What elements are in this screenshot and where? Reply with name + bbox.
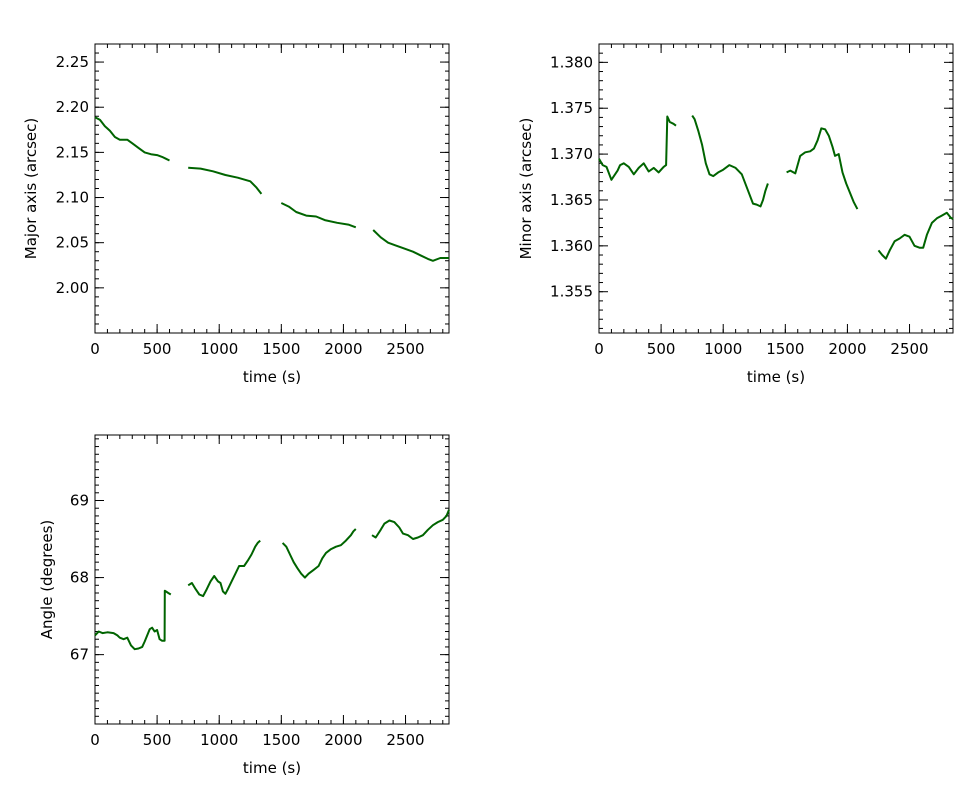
- x-tick-label: 0: [90, 340, 100, 358]
- series-line-segment: [280, 202, 357, 229]
- x-tick-label: 500: [143, 731, 172, 749]
- angle-panel: 0 500 1000 1500 2000 2500 67 68 69 time (s) Angle …: [38, 434, 450, 777]
- x-tick-label: 1000: [200, 340, 238, 358]
- series-line-segment: [598, 115, 677, 181]
- x-tick-label: 2500: [386, 731, 424, 749]
- x-tick-label: 1000: [704, 340, 742, 358]
- x-tick-label: 500: [143, 340, 172, 358]
- x-tick-label: 2000: [324, 731, 362, 749]
- x-axis-label: time (s): [747, 368, 805, 386]
- x-tick-label: 0: [90, 731, 100, 749]
- x-tick-label: 1000: [200, 731, 238, 749]
- x-axis-label: time (s): [243, 759, 301, 777]
- y-tick-label: 2.10: [56, 189, 89, 207]
- y-tick-label: 2.05: [56, 234, 89, 252]
- series-line-segment: [187, 539, 261, 598]
- series-line-segment: [281, 528, 357, 579]
- y-tick-label: 1.355: [550, 283, 593, 301]
- series-line-segment: [94, 116, 170, 162]
- x-tick-label: 2500: [386, 340, 424, 358]
- x-tick-label: 1500: [262, 340, 300, 358]
- series-line-segment: [371, 509, 450, 540]
- series-line-segment: [691, 115, 769, 208]
- y-tick-label: 1.360: [550, 237, 593, 255]
- major-axis-panel: 0 500 1000 1500 2000 2500 2.00 2.05 2.10 2.15 2.20…: [22, 43, 450, 386]
- x-tick-label: 1500: [766, 340, 804, 358]
- series-line-segment: [372, 229, 449, 262]
- x-tick-label: 0: [594, 340, 604, 358]
- plot-frame: [94, 43, 450, 334]
- y-tick-label: 1.375: [550, 99, 593, 117]
- x-tick-label: 2500: [890, 340, 928, 358]
- minor-axis-panel: 0 500 1000 1500 2000 2500 1.355 1.360 1.365 1.370…: [517, 43, 954, 386]
- y-tick-label: 68: [70, 569, 89, 587]
- y-tick-label: 1.370: [550, 145, 593, 163]
- x-tick-label: 2000: [324, 340, 362, 358]
- plot-frame: [94, 434, 450, 725]
- series-line-segment: [786, 127, 859, 210]
- x-tick-label: 1500: [262, 731, 300, 749]
- series-line-segment: [94, 589, 172, 651]
- y-tick-label: 1.380: [550, 53, 593, 71]
- y-tick-label: 69: [70, 492, 89, 510]
- y-tick-label: 67: [70, 646, 89, 664]
- y-tick-label: 2.20: [56, 98, 89, 116]
- y-tick-label: 1.365: [550, 191, 593, 209]
- plot-frame: [598, 43, 954, 334]
- x-tick-label: 500: [647, 340, 676, 358]
- y-tick-label: 2.25: [56, 53, 89, 71]
- series-line-segment: [188, 166, 263, 195]
- y-tick-label: 2.00: [56, 279, 89, 297]
- y-tick-label: 2.15: [56, 143, 89, 161]
- x-axis-label: time (s): [243, 368, 301, 386]
- x-tick-label: 2000: [828, 340, 866, 358]
- series-line-segment: [877, 211, 954, 260]
- y-axis-label: Major axis (arcsec): [22, 118, 40, 260]
- y-axis-label: Minor axis (arcsec): [517, 118, 535, 260]
- y-axis-label: Angle (degrees): [38, 520, 56, 640]
